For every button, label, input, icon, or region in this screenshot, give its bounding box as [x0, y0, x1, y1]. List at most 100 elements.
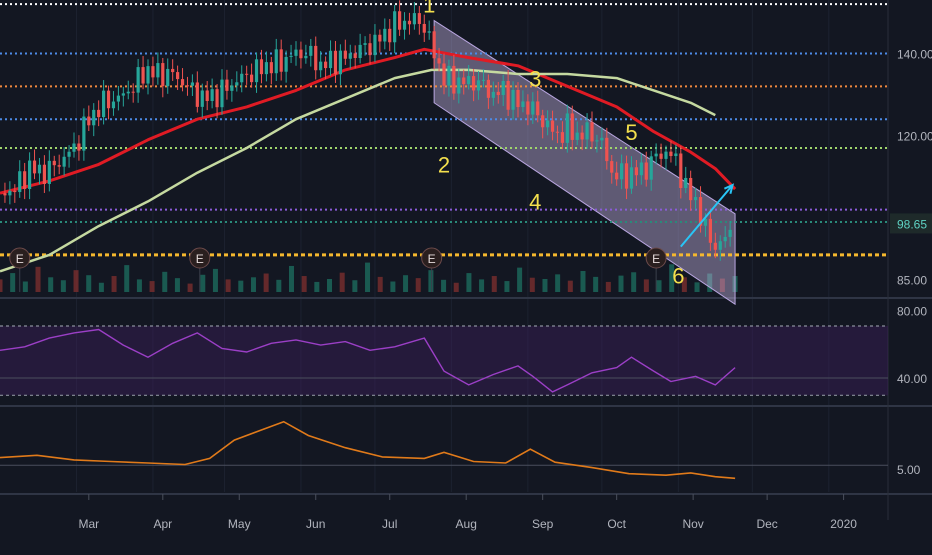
candle-body	[343, 50, 347, 59]
earnings-marker-icon[interactable]	[189, 247, 211, 269]
candle-body	[546, 120, 550, 128]
candle-body	[235, 82, 239, 86]
wave-label: 4	[529, 190, 541, 215]
candle-body	[491, 91, 495, 98]
volume-bar	[643, 279, 649, 292]
candle-body	[284, 56, 288, 72]
volume-bar	[263, 273, 269, 292]
candle-body	[703, 218, 708, 226]
candle-body	[333, 50, 338, 75]
candle-body	[136, 67, 140, 93]
volume-bar	[466, 273, 472, 292]
volume-bar	[542, 278, 548, 292]
volume-bar	[694, 282, 700, 292]
candle-body	[264, 62, 268, 75]
candle-body	[42, 164, 46, 184]
candle-body	[511, 89, 515, 110]
candle-body	[679, 153, 683, 189]
earnings-marker-icon[interactable]	[421, 247, 443, 269]
x-axis-label: Jul	[382, 517, 397, 531]
candle-body	[565, 113, 569, 143]
volume-bar	[86, 275, 92, 292]
candle-body	[225, 79, 229, 91]
volume-bar	[225, 279, 231, 292]
candle-body	[259, 59, 264, 75]
candle-body	[462, 77, 466, 85]
volume-bar	[327, 278, 333, 292]
volume-bar	[580, 271, 586, 292]
x-axis-label: Apr	[153, 517, 172, 531]
earnings-marker-label: E	[652, 252, 660, 266]
volume-bar	[212, 268, 218, 292]
volume-bar	[301, 276, 307, 292]
x-axis-label: Aug	[456, 517, 477, 531]
candle-body	[669, 151, 673, 157]
earnings-marker-icon[interactable]	[645, 247, 667, 269]
candle-body	[521, 101, 525, 108]
candle-body	[620, 163, 624, 180]
candle-body	[348, 53, 352, 59]
volume-bar	[428, 270, 434, 292]
candle-body	[393, 11, 397, 43]
volume-bar	[174, 278, 180, 292]
candle-body	[659, 153, 663, 159]
volume-bar	[22, 281, 28, 292]
rsi-line	[0, 328, 736, 393]
candle-body	[82, 116, 86, 151]
volume-bar	[719, 278, 725, 292]
x-axis-label: 2020	[830, 517, 857, 531]
candle-body	[624, 163, 629, 189]
candle-body	[644, 162, 648, 180]
candle-body	[536, 101, 540, 116]
candle-body	[437, 58, 441, 64]
x-axis-label: Oct	[607, 517, 626, 531]
candle-body	[245, 73, 249, 75]
earnings-marker-label: E	[196, 252, 204, 266]
wave-label: 6	[672, 264, 684, 289]
volume-bar	[111, 276, 117, 292]
volume-bar	[365, 262, 371, 292]
x-axis-label: Mar	[78, 517, 99, 531]
earnings-marker-icon[interactable]	[9, 247, 31, 269]
candle-body	[516, 89, 520, 108]
x-axis-label: Jun	[306, 517, 325, 531]
candle-body	[383, 28, 387, 42]
rsi-axis-label: 40.00	[897, 372, 927, 386]
candle-body	[708, 218, 712, 243]
last-price-label: 98.65	[897, 217, 927, 231]
candle-body	[417, 13, 421, 24]
volume-bar	[631, 272, 637, 292]
rsi-axis-label: 80.00	[897, 304, 927, 318]
candle-body	[156, 63, 160, 78]
candle-body	[161, 63, 165, 87]
volume-bar	[250, 277, 256, 292]
candle-body	[467, 76, 471, 85]
volume-bar	[669, 264, 675, 292]
x-axis-label: Nov	[682, 517, 703, 531]
volume-bar	[681, 277, 687, 292]
candle-body	[210, 89, 214, 102]
volume-bar	[0, 279, 3, 292]
candle-body	[52, 160, 56, 166]
candle-body	[57, 165, 61, 167]
candle-body	[200, 90, 204, 107]
volume-bar	[453, 282, 459, 292]
volume-bar	[276, 279, 282, 292]
candle-body	[195, 82, 199, 107]
candle-body	[486, 79, 490, 98]
volume-bar	[567, 280, 573, 292]
x-axis-label: Sep	[532, 517, 554, 531]
volume-bar	[479, 279, 485, 292]
price-axis-label: 85.00	[897, 274, 927, 288]
candle-body	[575, 132, 579, 140]
volume-bar	[352, 280, 358, 292]
candle-body	[560, 132, 564, 143]
volume-bar	[517, 267, 523, 292]
candle-body	[77, 143, 81, 151]
candle-body	[28, 160, 32, 189]
candle-body	[402, 20, 407, 30]
projection-arrow	[680, 184, 734, 248]
x-axis-label: May	[228, 517, 251, 531]
candle-body	[131, 91, 135, 93]
candle-body	[309, 45, 313, 56]
